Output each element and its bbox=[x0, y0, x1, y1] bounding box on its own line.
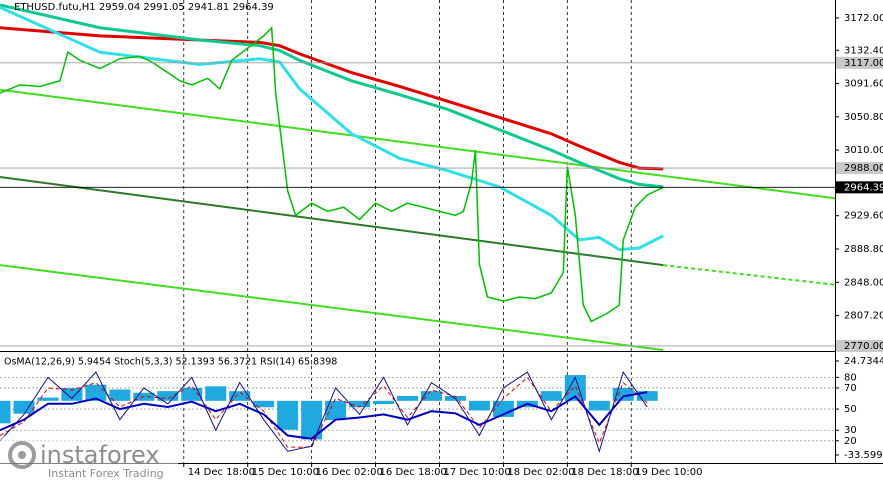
oscillator-line bbox=[0, 391, 648, 440]
oscillator-line bbox=[0, 370, 648, 454]
price-line bbox=[0, 26, 664, 323]
price-level-box bbox=[836, 181, 883, 194]
watermark-brand: instaforex bbox=[40, 441, 160, 469]
trendline bbox=[663, 264, 836, 286]
x-tick-label: 18 Dec 18:00 bbox=[571, 467, 638, 478]
osma-bar bbox=[349, 400, 371, 408]
x-tick-label: 15 Dec 10:00 bbox=[252, 467, 319, 478]
x-tick-label: 16 Dec 02:00 bbox=[316, 467, 383, 478]
y2-tick-label: 50 bbox=[844, 404, 857, 415]
trendline bbox=[0, 264, 664, 351]
price-level-box bbox=[836, 339, 883, 352]
osma-bar bbox=[636, 391, 658, 401]
osma-bar bbox=[13, 400, 35, 414]
trendline bbox=[0, 88, 836, 200]
y-tick-label: 2848.00 bbox=[844, 277, 883, 288]
price-level-label: 3117.00 bbox=[844, 58, 883, 69]
y-tick-label: 3050.80 bbox=[844, 112, 883, 123]
watermark: instaforex Instant Forex Trading bbox=[0, 436, 178, 483]
moving-average bbox=[0, 3, 664, 189]
chart-title: ETHUSD.futu,H1 2959.04 2991.05 2941.81 2… bbox=[14, 2, 274, 13]
osma-bar bbox=[325, 400, 347, 421]
osma-bar bbox=[157, 391, 179, 401]
price-level-label: 2964.39 bbox=[844, 182, 883, 193]
osma-bar bbox=[612, 387, 634, 401]
y-tick-label: 2807.20 bbox=[844, 311, 883, 322]
y-tick-label: 3132.40 bbox=[844, 45, 883, 56]
x-tick-label: 17 Dec 10:00 bbox=[443, 467, 510, 478]
moving-average bbox=[0, 26, 664, 171]
osma-bar bbox=[468, 400, 490, 411]
y2-tick-label: 30 bbox=[844, 425, 857, 436]
moving-average bbox=[0, 5, 664, 252]
osma-bar bbox=[588, 400, 610, 411]
indicator-title: OsMA(12,26,9) 5.9454 Stoch(5,3,3) 52.139… bbox=[4, 357, 337, 368]
osma-tick-label: 24.7344 bbox=[844, 356, 883, 367]
price-level-box bbox=[836, 162, 883, 175]
x-tick-label: 19 Dec 10:00 bbox=[635, 467, 702, 478]
price-level-box bbox=[836, 56, 883, 69]
y-tick-label: 2929.60 bbox=[844, 211, 883, 222]
osma-bar bbox=[229, 391, 251, 401]
y-tick-label: 3010.00 bbox=[844, 145, 883, 156]
osma-bar bbox=[301, 400, 323, 440]
osma-bar bbox=[373, 400, 395, 405]
y-tick-label: 3091.60 bbox=[844, 79, 883, 90]
y-tick-label: 3172.00 bbox=[844, 13, 883, 24]
osma-bar bbox=[85, 384, 107, 401]
price-level-label: 2988.00 bbox=[844, 163, 883, 174]
y-tick-label: 2888.80 bbox=[844, 244, 883, 255]
osma-bar bbox=[0, 400, 11, 424]
osma-bar bbox=[37, 397, 59, 401]
watermark-tagline: Instant Forex Trading bbox=[48, 467, 164, 480]
y2-tick-label: 80 bbox=[844, 372, 857, 383]
trendline bbox=[0, 176, 664, 267]
osma-bar bbox=[420, 391, 442, 401]
price-level-label: 2770.00 bbox=[844, 341, 883, 352]
logo-ring bbox=[8, 441, 36, 469]
osma-bar bbox=[253, 400, 275, 408]
x-tick-label: 18 Dec 02:00 bbox=[507, 467, 574, 478]
logo-dot bbox=[18, 451, 26, 459]
y2-tick-label: 20 bbox=[844, 436, 857, 447]
x-tick-label: 14 Dec 18:00 bbox=[188, 467, 255, 478]
osma-bar bbox=[205, 386, 227, 401]
osma-bar bbox=[61, 387, 83, 401]
x-tick-label: 16 Dec 18:00 bbox=[380, 467, 447, 478]
osma-bar bbox=[109, 389, 131, 401]
osma-bar bbox=[277, 400, 299, 430]
y2-tick-label: 70 bbox=[844, 383, 857, 394]
osma-tick-label: -33.5994 bbox=[844, 450, 883, 461]
osma-bar bbox=[397, 395, 418, 401]
osma-bar bbox=[540, 391, 562, 401]
osma-bar bbox=[181, 387, 203, 401]
